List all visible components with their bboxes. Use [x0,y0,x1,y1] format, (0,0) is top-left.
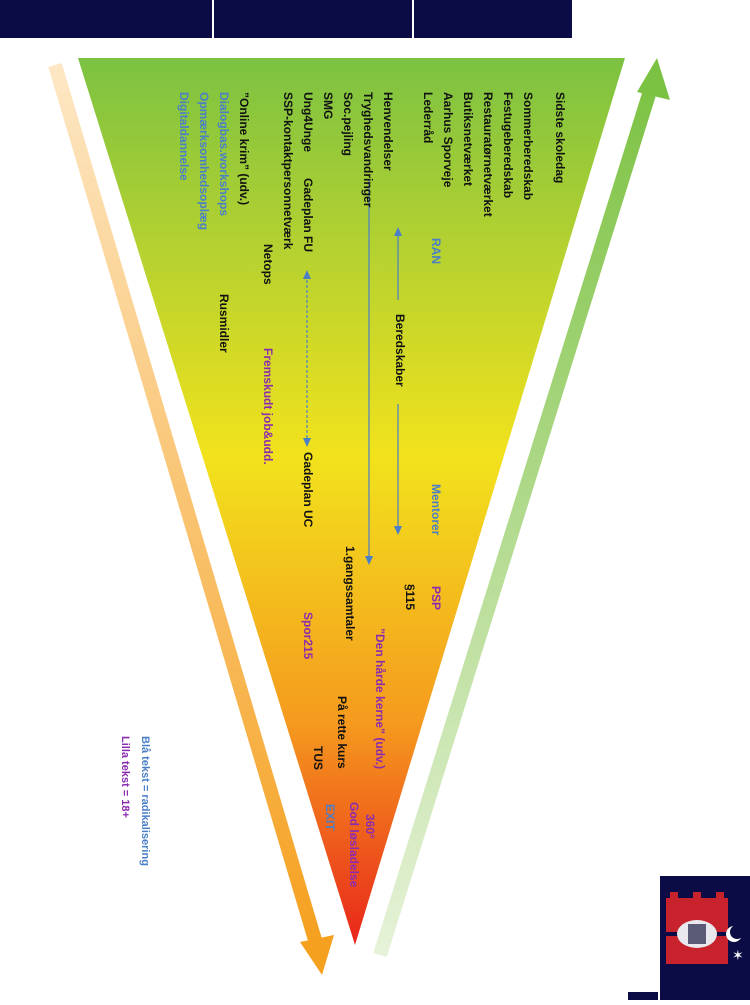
connector-arrowhead [394,526,402,535]
label-den-haarde-kerne: ”Den hårde kerne” (udv.) [373,628,387,770]
svg-text:✶: ✶ [732,948,744,964]
label-lederraad: Lederråd [421,92,435,144]
header-bar [0,0,572,38]
label-rusmidler: Rusmidler [217,294,231,353]
green-arrow-head [637,58,670,100]
label-ssp-kontaktpersonnetvaerk: SSP-kontaktpersonnetværk [281,92,295,250]
label-butiksnetvaerket: Butiksnetværket [461,92,475,187]
label-restauratornetvaerket: Restauratørnetværket [481,92,495,217]
connector-arrowhead [303,438,311,447]
funnel-triangle [78,58,625,945]
label-paragraf-115: §115 [403,584,417,611]
header-divider [412,0,414,38]
connector-arrowhead [394,227,402,236]
label-henvendelser: Henvendelser [381,92,395,171]
label-360: 360° [363,814,377,839]
label-1-gangssamtaler: 1.gangssamtaler [343,546,357,641]
label-paa-rette-kurs: På rette kurs [335,696,349,769]
label-opmaerksomhedsoplaeg: Opmærksomhedsoplæg [197,92,211,231]
label-spor215: Spor215 [301,612,315,660]
label-sommerberedskab: Sommerberedskab [521,92,535,201]
connector-arrowhead [365,556,373,565]
label-gadeplan-uc: Gadeplan UC [301,452,315,528]
label-gadeplan-fu: Gadeplan FU [301,178,315,253]
label-ung4unge: Ung4Unge [301,92,315,152]
city-crest-logo: ✶ [660,876,750,1000]
label-soc-pejling: Soc.pejling [341,92,355,157]
header-divider [212,0,214,38]
label-aarhus-sporveje: Aarhus Sporveje [441,92,455,188]
label-mentorer: Mentorer [429,484,443,536]
label-fremskudt-job-udd: Fremskudt job&udd. [261,348,275,465]
orange-arrow-head [300,935,334,975]
label-sidste-skoledag: Sidste skoledag [553,92,567,184]
crest-bar [628,992,658,1000]
label-exit: EXIT [323,804,337,831]
orange-arrow-shaft [48,63,325,952]
green-arrow-shaft [373,72,662,958]
label-psp: PSP [429,586,443,611]
label-smg: SMG [321,92,335,120]
crest-icon: ✶ [666,892,744,964]
connector-arrowhead [303,270,311,279]
label-tryghedsvandringer: Tryghedsvandringer [361,92,375,208]
legend-purple-text: Lilla tekst = 18+ [119,736,131,818]
label-online-krim: ”Online krim” (udv.) [237,92,251,206]
label-netops: Netops [261,244,275,285]
label-tus: TUS [311,746,325,770]
label-beredskaber: Beredskaber [393,314,407,387]
label-god-loesladelse: God løsladelse [347,802,361,888]
legend-blue-text: Blå tekst = radikalisering [139,736,151,866]
label-ran: RAN [429,238,443,264]
label-digitaldannelse: Digitaldannelse [177,92,191,181]
label-festugeberedskab: Festugeberedskab [501,92,515,199]
label-dialogbas-workshops: Dialogbas.workshops [217,92,231,217]
